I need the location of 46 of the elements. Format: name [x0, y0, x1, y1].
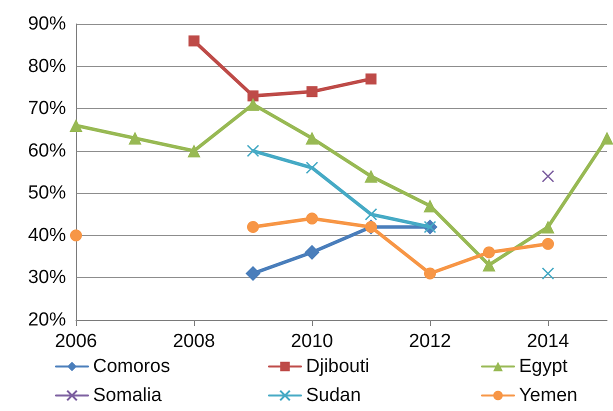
- x-tick-label: 2010: [290, 331, 334, 352]
- x-tick-label: 2014: [526, 331, 570, 352]
- point: [600, 132, 613, 145]
- point: [542, 267, 554, 280]
- x-tick-label: 2008: [172, 331, 216, 352]
- y-tick-label: 80%: [28, 56, 66, 77]
- point: [246, 266, 260, 281]
- y-tick-label: 40%: [28, 224, 66, 246]
- point: [70, 229, 82, 242]
- point: [246, 144, 260, 158]
- point: [246, 98, 260, 111]
- point: [248, 90, 258, 102]
- legend-label: Somalia: [93, 385, 162, 406]
- y-tick-label: 90%: [28, 14, 66, 34]
- legend-label: Egypt: [519, 356, 568, 377]
- point: [188, 35, 200, 46]
- point: [482, 258, 496, 272]
- legend-label: Djibouti: [306, 356, 370, 377]
- point: [542, 238, 554, 250]
- x-tick-label: 2012: [408, 331, 452, 352]
- point: [483, 246, 495, 258]
- legend-label: Sudan: [306, 385, 361, 406]
- y-tick-label: 50%: [28, 182, 66, 204]
- y-tick-label: 70%: [28, 98, 66, 120]
- point: [542, 170, 554, 182]
- point: [424, 267, 436, 280]
- point: [70, 118, 82, 132]
- point: [366, 73, 376, 84]
- y-tick-label: 30%: [28, 267, 66, 288]
- legend-label: Comoros: [93, 356, 170, 377]
- point: [542, 220, 554, 234]
- y-tick-label: 20%: [28, 310, 66, 330]
- legend-label: Yemen: [519, 385, 578, 406]
- y-tick-label: 60%: [28, 140, 66, 162]
- point: [364, 208, 378, 221]
- point: [306, 212, 318, 225]
- point: [424, 199, 436, 212]
- point: [128, 132, 142, 145]
- point: [306, 132, 318, 145]
- point: [247, 220, 259, 233]
- x-tick-label: 2006: [54, 331, 98, 352]
- point: [306, 162, 318, 174]
- point: [364, 170, 378, 183]
- point: [188, 144, 200, 158]
- point: [304, 244, 320, 260]
- point: [306, 86, 318, 98]
